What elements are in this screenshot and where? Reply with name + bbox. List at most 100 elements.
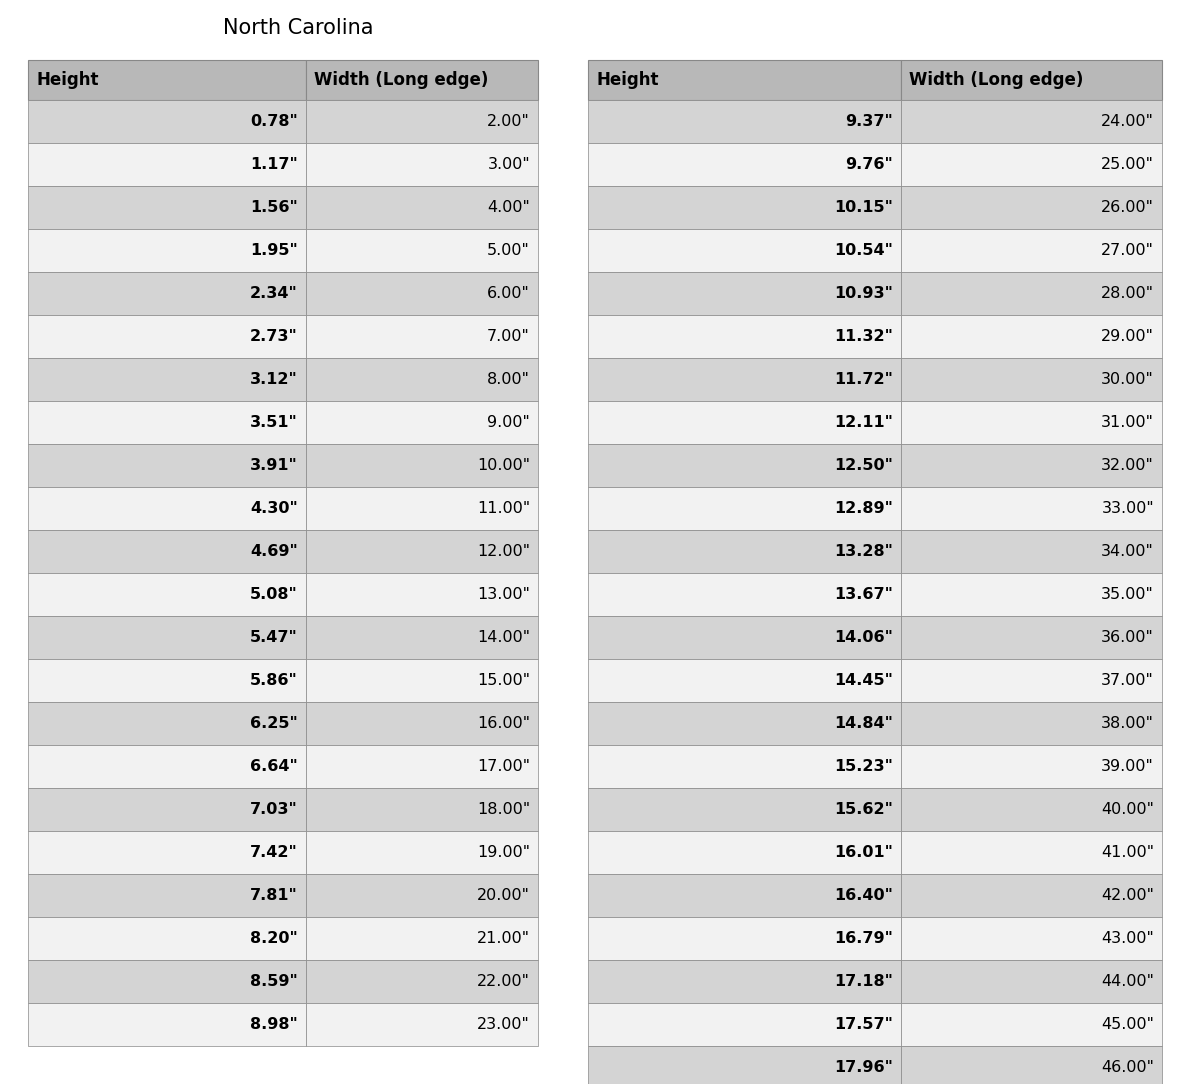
Bar	[901, 401, 1161, 444]
Text: 1.56": 1.56"	[250, 201, 298, 215]
Text: Height: Height	[596, 70, 658, 89]
Bar	[588, 229, 901, 272]
Bar	[306, 186, 538, 229]
Bar	[29, 487, 306, 530]
Text: 1.17": 1.17"	[250, 157, 298, 172]
Bar	[901, 1003, 1161, 1046]
Text: 41.00": 41.00"	[1101, 846, 1154, 860]
Text: 7.81": 7.81"	[250, 888, 298, 903]
Bar	[588, 444, 901, 487]
Text: 5.00": 5.00"	[487, 243, 530, 258]
Bar	[901, 702, 1161, 745]
Text: 40.00": 40.00"	[1101, 802, 1154, 817]
Bar	[901, 358, 1161, 401]
Bar	[588, 186, 901, 229]
Bar	[29, 960, 306, 1003]
Text: 10.00": 10.00"	[477, 459, 530, 473]
Text: 43.00": 43.00"	[1101, 931, 1154, 946]
Text: 42.00": 42.00"	[1101, 888, 1154, 903]
Bar	[29, 358, 306, 401]
Text: 4.30": 4.30"	[250, 501, 298, 516]
Bar	[306, 659, 538, 702]
Bar	[901, 272, 1161, 315]
Bar	[29, 659, 306, 702]
Bar	[29, 788, 306, 831]
Text: 0.78": 0.78"	[250, 114, 298, 129]
Bar	[306, 229, 538, 272]
Text: 10.93": 10.93"	[834, 286, 892, 301]
Bar	[588, 530, 901, 573]
Text: 9.76": 9.76"	[845, 157, 892, 172]
Text: 1.95": 1.95"	[250, 243, 298, 258]
Text: 5.08": 5.08"	[250, 588, 298, 602]
Text: 36.00": 36.00"	[1101, 630, 1154, 645]
Text: 16.00": 16.00"	[477, 717, 530, 731]
Bar	[306, 315, 538, 358]
Bar	[306, 616, 538, 659]
Bar	[29, 831, 306, 874]
Bar	[901, 745, 1161, 788]
Bar	[588, 917, 901, 960]
Bar	[306, 60, 538, 100]
Bar	[306, 874, 538, 917]
Bar	[588, 874, 901, 917]
Text: 2.00": 2.00"	[487, 114, 530, 129]
Text: 46.00": 46.00"	[1101, 1060, 1154, 1075]
Text: 7.00": 7.00"	[487, 330, 530, 344]
Text: 12.00": 12.00"	[477, 544, 530, 559]
Text: 14.06": 14.06"	[834, 630, 892, 645]
Text: Width (Long edge): Width (Long edge)	[314, 70, 488, 89]
Bar	[901, 315, 1161, 358]
Bar	[588, 272, 901, 315]
Bar	[306, 1003, 538, 1046]
Text: 8.59": 8.59"	[250, 975, 298, 989]
Bar	[588, 616, 901, 659]
Text: 38.00": 38.00"	[1101, 717, 1154, 731]
Bar	[306, 358, 538, 401]
Bar	[901, 487, 1161, 530]
Text: 14.84": 14.84"	[834, 717, 892, 731]
Text: 17.18": 17.18"	[834, 975, 892, 989]
Bar	[588, 143, 901, 186]
Bar	[29, 745, 306, 788]
Text: 13.67": 13.67"	[834, 588, 892, 602]
Text: 3.51": 3.51"	[250, 415, 298, 430]
Text: 16.40": 16.40"	[834, 888, 892, 903]
Text: 15.00": 15.00"	[477, 673, 530, 688]
Bar	[901, 444, 1161, 487]
Text: 7.03": 7.03"	[250, 802, 298, 817]
Text: 17.57": 17.57"	[834, 1017, 892, 1032]
Bar	[588, 573, 901, 616]
Bar	[588, 831, 901, 874]
Text: 17.00": 17.00"	[477, 759, 530, 774]
Text: 6.64": 6.64"	[250, 759, 298, 774]
Bar	[306, 401, 538, 444]
Text: 19.00": 19.00"	[477, 846, 530, 860]
Text: 3.12": 3.12"	[250, 372, 298, 387]
Bar	[306, 487, 538, 530]
Text: 30.00": 30.00"	[1101, 372, 1154, 387]
Bar	[306, 960, 538, 1003]
Bar	[588, 60, 901, 100]
Bar	[901, 960, 1161, 1003]
Text: 12.50": 12.50"	[834, 459, 892, 473]
Text: 15.62": 15.62"	[834, 802, 892, 817]
Bar	[306, 143, 538, 186]
Text: 3.91": 3.91"	[250, 459, 298, 473]
Bar	[901, 530, 1161, 573]
Text: 5.47": 5.47"	[250, 630, 298, 645]
Bar	[588, 1003, 901, 1046]
Text: 29.00": 29.00"	[1101, 330, 1154, 344]
Text: 4.69": 4.69"	[250, 544, 298, 559]
Bar	[29, 100, 306, 143]
Bar	[29, 530, 306, 573]
Text: 2.73": 2.73"	[250, 330, 298, 344]
Bar	[901, 616, 1161, 659]
Text: 9.37": 9.37"	[845, 114, 892, 129]
Text: 32.00": 32.00"	[1101, 459, 1154, 473]
Bar	[901, 659, 1161, 702]
Bar	[588, 659, 901, 702]
Bar	[29, 401, 306, 444]
Bar	[29, 702, 306, 745]
Text: 31.00": 31.00"	[1101, 415, 1154, 430]
